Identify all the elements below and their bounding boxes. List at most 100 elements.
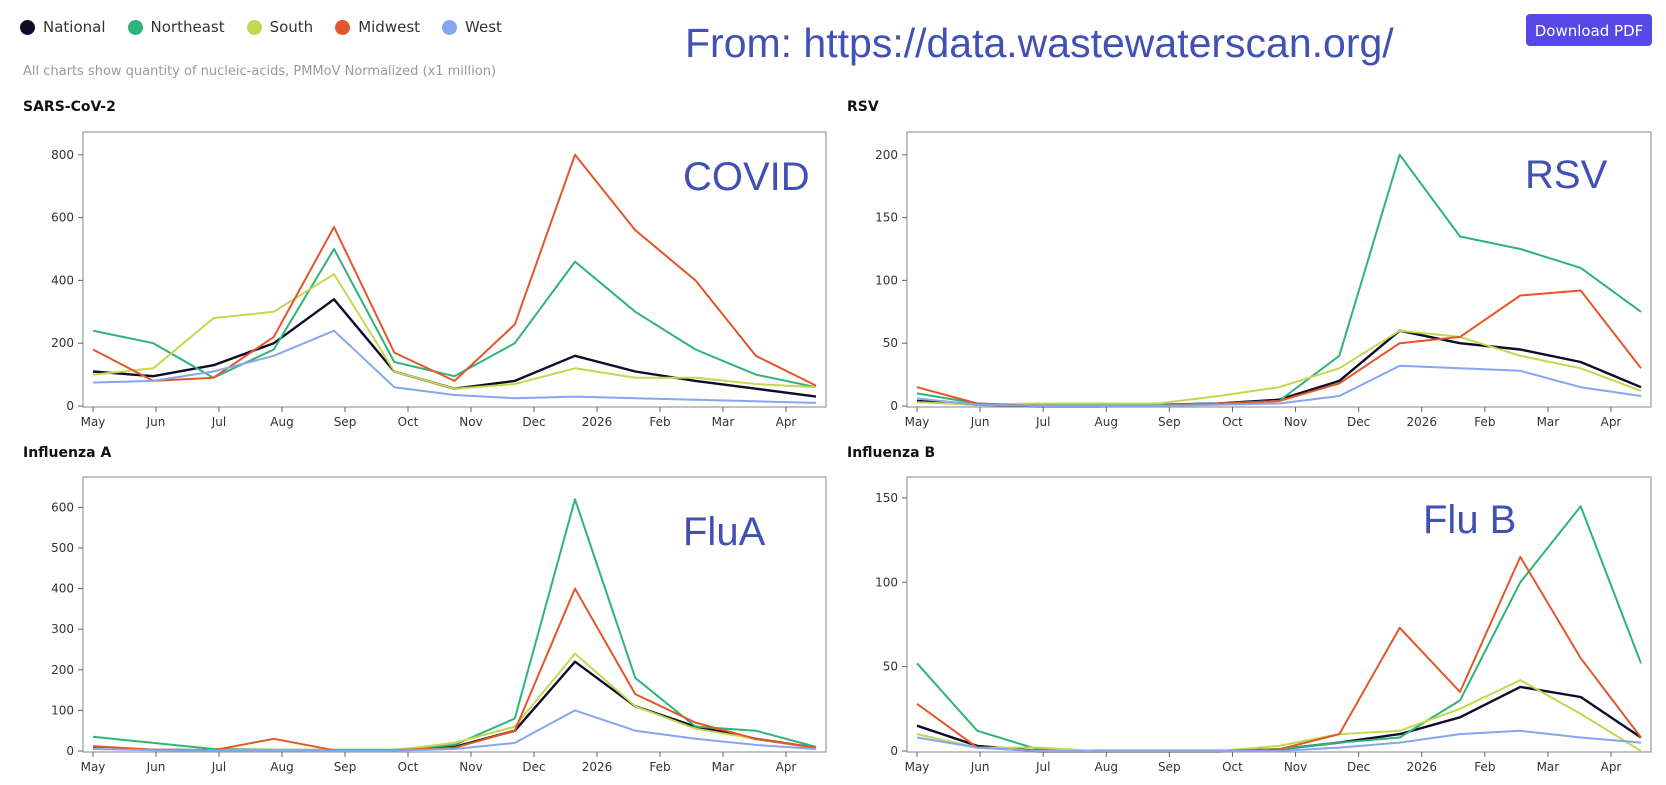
source-note: From: https://data.wastewaterscan.org/ (685, 20, 1394, 66)
x-tick-label: May (905, 760, 930, 774)
x-tick-label: Sep (1158, 415, 1181, 429)
chart-title-influenza-a: Influenza A (23, 445, 112, 461)
y-tick-label: 0 (66, 399, 74, 413)
x-tick-label: 2026 (582, 415, 613, 429)
y-tick-label: 300 (51, 622, 74, 636)
x-tick-label: Oct (1222, 415, 1243, 429)
y-tick-label: 50 (883, 660, 898, 674)
x-tick-label: Jun (146, 415, 166, 429)
x-tick-label: Dec (522, 415, 545, 429)
y-tick-label: 100 (51, 703, 74, 717)
y-tick-label: 400 (51, 273, 74, 287)
x-tick-label: Oct (398, 415, 419, 429)
series-line-west (916, 364, 1642, 407)
chart-overlay-label: RSV (1525, 153, 1608, 197)
x-tick-label: Feb (649, 760, 670, 774)
y-tick-label: 600 (51, 211, 74, 225)
download-pdf-button[interactable]: Download PDF (1526, 14, 1652, 46)
chart-influenza-a: 0 100 200 300 400 500 600 May Jun Jul Aug Sep Oct Nov… (51, 476, 827, 774)
x-tick-label: May (81, 760, 106, 774)
legend: National Northeast South Midwest West (20, 18, 524, 36)
y-tick-label: 800 (51, 148, 74, 162)
legend-dot-icon (246, 19, 262, 35)
x-tick-label: Sep (334, 760, 357, 774)
x-tick-label: Mar (1537, 415, 1560, 429)
legend-label: Northeast (150, 18, 225, 36)
y-tick-label: 200 (51, 336, 74, 350)
x-tick-label: 2026 (582, 760, 613, 774)
series-line-south (916, 679, 1642, 752)
series-line-midwest (916, 555, 1642, 752)
x-tick-label: Aug (270, 760, 293, 774)
x-tick-label: Jul (211, 760, 226, 774)
x-tick-label: Nov (459, 760, 482, 774)
legend-item-national[interactable]: National (20, 18, 106, 36)
plot-frame (906, 131, 1652, 408)
series-line-west (92, 709, 817, 752)
y-tick-label: 400 (51, 582, 74, 596)
x-tick-label: Nov (459, 415, 482, 429)
series-line-west (916, 729, 1642, 752)
x-tick-label: Apr (776, 415, 797, 429)
series-line-south (92, 273, 817, 390)
x-tick-label: Nov (1284, 415, 1307, 429)
legend-item-south[interactable]: South (246, 18, 313, 36)
y-tick-label: 0 (890, 399, 898, 413)
y-tick-label: 100 (875, 575, 898, 589)
legend-dot-icon (20, 19, 35, 35)
legend-label: National (43, 18, 106, 36)
x-tick-label: Jun (970, 760, 990, 774)
legend-label: Midwest (358, 18, 421, 36)
y-tick-label: 600 (51, 500, 74, 514)
x-tick-label: Apr (776, 760, 797, 774)
x-tick-label: Mar (712, 760, 735, 774)
y-tick-label: 500 (51, 541, 74, 555)
x-tick-label: Mar (712, 415, 735, 429)
x-tick-label: 2026 (1406, 760, 1437, 774)
x-tick-label: Oct (398, 760, 419, 774)
y-tick-label: 0 (890, 744, 898, 758)
x-tick-label: May (81, 415, 106, 429)
plot-frame (82, 131, 827, 408)
chart-overlay-label: Flu B (1423, 498, 1516, 542)
chart-title-influenza-b: Influenza B (847, 445, 936, 461)
x-tick-label: Feb (1474, 760, 1495, 774)
plot-frame (906, 476, 1652, 753)
x-tick-label: Aug (270, 415, 293, 429)
x-tick-label: Feb (1474, 415, 1495, 429)
x-tick-label: 2026 (1406, 415, 1437, 429)
legend-item-midwest[interactable]: Midwest (335, 18, 420, 36)
x-tick-label: Jul (1035, 415, 1050, 429)
x-tick-label: Nov (1284, 760, 1307, 774)
x-tick-label: Jun (146, 760, 166, 774)
y-tick-label: 0 (66, 744, 74, 758)
x-tick-label: Mar (1537, 760, 1560, 774)
y-tick-label: 50 (883, 336, 898, 350)
x-tick-label: May (905, 415, 930, 429)
chart-rsv: 0 50 100 150 200 May Jun Jul Aug Sep Oct Nov Dec 2026… (875, 131, 1652, 429)
y-tick-label: 150 (875, 491, 898, 505)
legend-item-northeast[interactable]: Northeast (127, 18, 225, 36)
chart-subtitle: All charts show quantity of nucleic-acid… (23, 64, 497, 79)
x-tick-label: Jul (1035, 760, 1050, 774)
series-line-northeast (916, 505, 1642, 752)
x-tick-label: Jul (211, 415, 226, 429)
x-tick-label: Sep (334, 415, 357, 429)
legend-item-west[interactable]: West (442, 18, 502, 36)
x-tick-label: Dec (1347, 415, 1370, 429)
x-tick-label: Apr (1601, 760, 1622, 774)
x-tick-label: Apr (1601, 415, 1622, 429)
x-tick-label: Sep (1158, 760, 1181, 774)
y-tick-label: 150 (875, 211, 898, 225)
legend-dot-icon (335, 19, 351, 35)
x-tick-label: Aug (1095, 415, 1118, 429)
x-tick-label: Aug (1095, 760, 1118, 774)
series-line-south (916, 329, 1642, 406)
chart-overlay-label: FluA (683, 510, 766, 554)
series-line-northeast (92, 498, 817, 751)
legend-dot-icon (442, 19, 458, 35)
y-tick-label: 200 (875, 148, 898, 162)
x-tick-label: Jun (970, 415, 990, 429)
chart-title-sars-cov-2: SARS-CoV-2 (23, 99, 116, 115)
